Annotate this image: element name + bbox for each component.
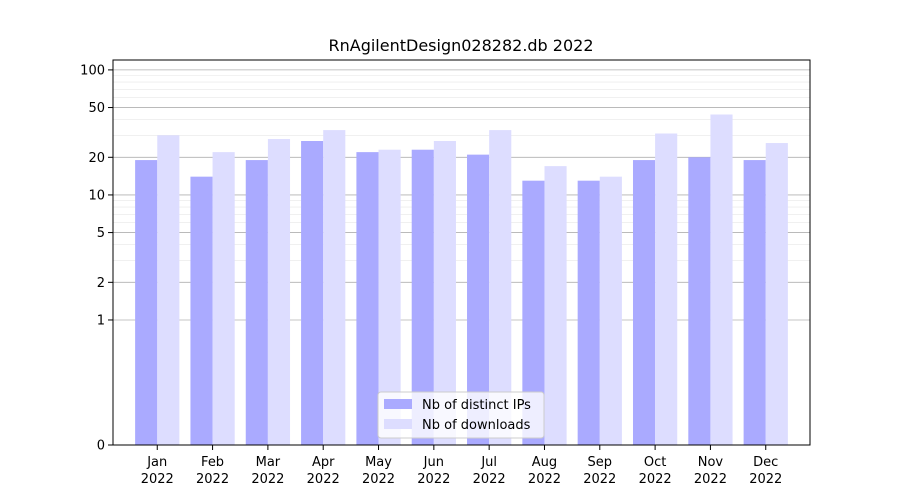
- plot-frame: [112, 59, 811, 446]
- bars: [135, 114, 788, 446]
- x-tick-label-month: Sep: [588, 455, 613, 470]
- x-tick-label-year: 2022: [749, 472, 782, 487]
- x-tick-label-year: 2022: [583, 472, 616, 487]
- bar-distinct-ips: [688, 157, 711, 445]
- y-tick-label: 10: [88, 188, 105, 203]
- bar-downloads: [212, 152, 235, 445]
- y-axis: 0 1 2 5 10 20 50 100: [80, 63, 113, 454]
- bar-downloads: [489, 130, 512, 445]
- legend-label: Nb of downloads: [422, 418, 531, 433]
- legend-label: Nb of distinct IPs: [422, 398, 531, 413]
- x-tick-label-year: 2022: [417, 472, 450, 487]
- bar-downloads: [765, 143, 788, 445]
- bar-downloads: [157, 135, 180, 445]
- x-tick-label-year: 2022: [362, 472, 395, 487]
- x-tick-label-month: Dec: [753, 455, 778, 470]
- x-tick-label-month: May: [365, 455, 392, 470]
- y-tick-label: 1: [97, 313, 105, 328]
- legend-box: [377, 391, 545, 439]
- y-tick-label: 0: [97, 439, 105, 454]
- bar-distinct-ips: [411, 149, 434, 446]
- x-tick-label-month: Jun: [423, 455, 444, 470]
- bar-distinct-ips: [356, 152, 379, 445]
- bar-downloads: [655, 133, 678, 445]
- x-tick-label-year: 2022: [307, 472, 340, 487]
- legend-swatch: [384, 419, 412, 429]
- bar-downloads: [710, 114, 733, 445]
- y-tick-label: 50: [88, 101, 105, 116]
- y-tick-label: 5: [97, 226, 105, 241]
- bar-downloads: [544, 166, 567, 445]
- x-tick-label-month: Nov: [698, 455, 724, 470]
- bar-distinct-ips: [190, 176, 213, 445]
- x-tick-label-month: Apr: [312, 455, 335, 470]
- x-tick-label-year: 2022: [694, 472, 727, 487]
- bar-distinct-ips: [245, 160, 268, 445]
- x-tick-label-month: Jul: [480, 455, 497, 470]
- bar-downloads: [378, 149, 401, 446]
- x-tick-label-month: Jan: [146, 455, 167, 470]
- x-tick-label-month: Aug: [532, 455, 557, 470]
- x-axis: Jan 2022 Feb 2022 Mar 2022 Apr 2022 May 2022 Jun 20…: [141, 445, 782, 487]
- legend: Nb of distinct IPs Nb of downloads: [377, 391, 545, 439]
- bar-distinct-ips: [467, 154, 490, 446]
- bar-distinct-ips: [135, 160, 158, 445]
- x-tick-label-year: 2022: [639, 472, 672, 487]
- bar-downloads: [267, 139, 291, 445]
- x-tick-label-year: 2022: [141, 472, 174, 487]
- bar-downloads: [433, 140, 456, 445]
- bar-distinct-ips: [522, 180, 545, 445]
- bar-distinct-ips: [632, 160, 656, 445]
- bar-downloads: [599, 176, 622, 445]
- chart-title: RnAgilentDesign028282.db 2022: [328, 36, 593, 55]
- x-tick-label-year: 2022: [528, 472, 561, 487]
- x-tick-label-month: Feb: [201, 455, 224, 470]
- bar-distinct-ips: [577, 180, 600, 445]
- x-tick-label-year: 2022: [473, 472, 506, 487]
- bar-distinct-ips: [743, 160, 766, 445]
- x-tick-label-month: Mar: [256, 455, 281, 470]
- x-tick-label-month: Oct: [644, 455, 666, 470]
- legend-swatch: [384, 399, 412, 409]
- bar-downloads: [323, 130, 346, 445]
- y-tick-label: 20: [88, 151, 105, 166]
- x-tick-label-year: 2022: [251, 472, 284, 487]
- x-tick-label-year: 2022: [196, 472, 229, 487]
- bar-distinct-ips: [301, 140, 324, 445]
- y-tick-label: 2: [97, 276, 105, 291]
- y-tick-label: 100: [80, 63, 105, 78]
